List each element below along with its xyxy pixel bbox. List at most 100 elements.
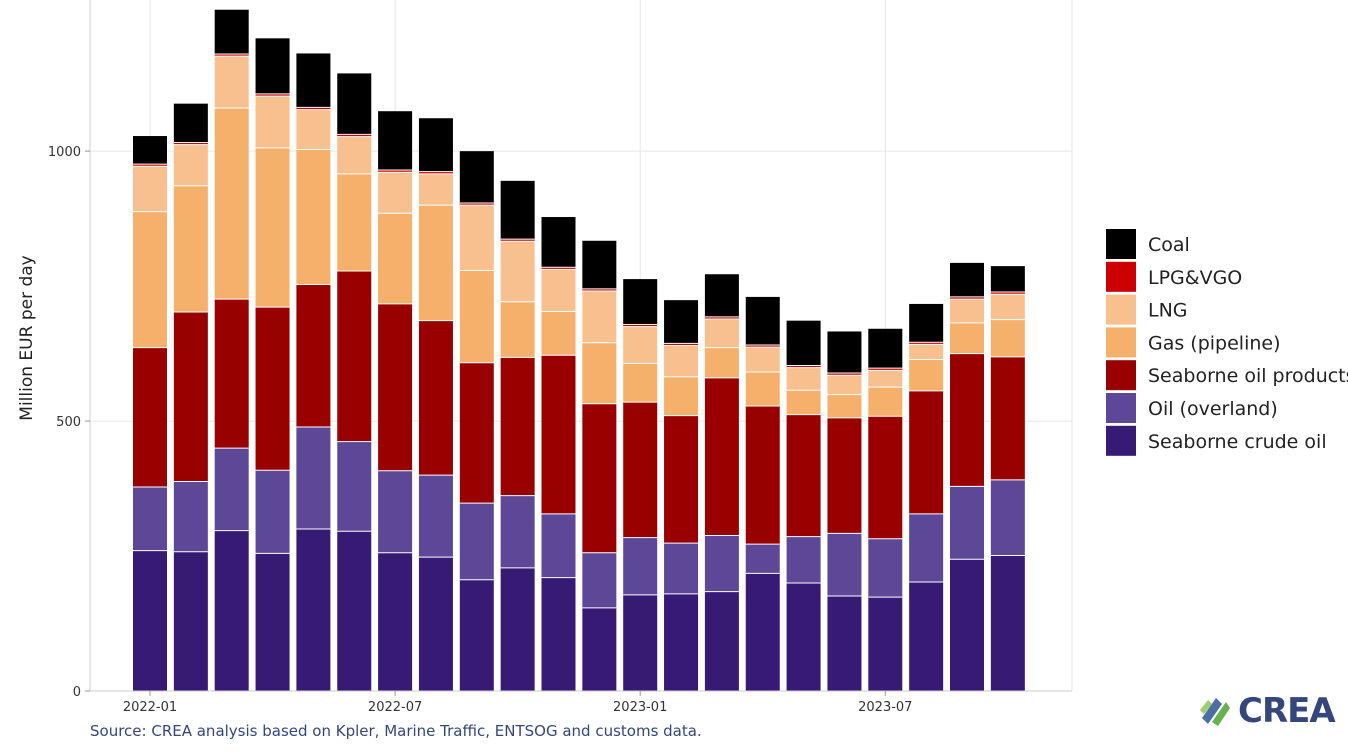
bar-lng-2022-03: [214, 56, 249, 108]
bar-lng-2023-01: [623, 326, 658, 364]
bar-seaborne-oil-products-2023-06: [827, 417, 862, 534]
legend-item-oil-overland-: Oil (overland): [1106, 393, 1278, 423]
bar-lng-2023-06: [827, 375, 862, 395]
bar-seaborne-crude-oil-2022-10: [500, 567, 535, 691]
bar-gas-pipeline--2023-06: [827, 394, 862, 418]
legend-item-gas-pipeline-: Gas (pipeline): [1106, 327, 1281, 358]
bar-stack-2022-09: [459, 151, 494, 691]
bar-coal-2022-02: [173, 103, 208, 143]
bar-oil-overland--2022-01: [133, 486, 167, 551]
bar-lpg-vgo-2023-02: [664, 343, 699, 346]
bar-lpg-vgo-2022-05: [296, 107, 331, 110]
bar-seaborne-crude-oil-2022-05: [296, 529, 331, 691]
bar-oil-overland--2023-10: [990, 479, 1025, 556]
bar-lng-2022-06: [337, 136, 372, 174]
bar-coal-2022-06: [337, 73, 372, 135]
x-tick-label-2023-01: 2023-01: [613, 700, 667, 715]
bar-coal-2023-05: [786, 320, 821, 366]
bar-lng-2022-08: [418, 173, 453, 206]
bar-coal-2022-04: [255, 38, 290, 94]
bar-stack-2023-02: [664, 300, 699, 691]
bar-oil-overland--2023-09: [950, 486, 984, 560]
bar-lpg-vgo-2023-07: [868, 368, 903, 371]
bar-stack-2023-01: [623, 279, 658, 691]
crea-logo-icon: [1200, 698, 1230, 726]
crea-logo: CREA: [1198, 694, 1336, 728]
bar-seaborne-crude-oil-2022-09: [459, 579, 494, 691]
bar-coal-2022-09: [459, 151, 494, 203]
bar-coal-2023-09: [950, 262, 984, 297]
bar-lng-2023-02: [664, 345, 699, 377]
bar-seaborne-crude-oil-2023-01: [623, 594, 658, 691]
bar-gas-pipeline--2022-06: [337, 173, 372, 272]
bar-gas-pipeline--2022-09: [459, 270, 494, 363]
bar-coal-2022-11: [541, 217, 576, 268]
bar-lpg-vgo-2023-03: [704, 316, 739, 320]
bar-seaborne-oil-products-2023-05: [786, 414, 821, 537]
bar-seaborne-oil-products-2023-04: [745, 405, 780, 545]
bar-lng-2022-12: [582, 290, 617, 343]
bar-lpg-vgo-2022-01: [133, 164, 167, 167]
legend-label: Coal: [1148, 234, 1190, 256]
bar-lng-2023-05: [786, 367, 821, 391]
bar-gas-pipeline--2023-08: [909, 359, 944, 391]
bar-lng-2023-08: [909, 344, 944, 360]
bar-lpg-vgo-2022-09: [459, 202, 494, 206]
bar-gas-pipeline--2022-05: [296, 149, 331, 285]
bar-stack-2022-10: [500, 180, 535, 691]
bar-oil-overland--2023-02: [664, 543, 699, 594]
bar-coal-2022-05: [296, 53, 331, 108]
bar-gas-pipeline--2022-01: [133, 211, 167, 348]
bar-seaborne-oil-products-2022-05: [296, 284, 331, 428]
bar-lng-2022-10: [500, 241, 535, 302]
bar-seaborne-oil-products-2022-08: [418, 320, 453, 476]
bar-lpg-vgo-2023-01: [623, 324, 658, 327]
bar-lpg-vgo-2022-08: [418, 171, 453, 174]
bar-seaborne-crude-oil-2023-08: [909, 581, 944, 691]
bar-lpg-vgo-2023-05: [786, 365, 821, 368]
bar-seaborne-oil-products-2023-08: [909, 390, 944, 514]
legend-swatch: [1106, 425, 1136, 456]
legend-swatch: [1106, 294, 1136, 325]
legend-item-lng: LNG: [1106, 294, 1188, 325]
bars: [133, 9, 1025, 691]
bar-seaborne-oil-products-2022-12: [582, 403, 617, 553]
bar-seaborne-oil-products-2022-10: [500, 357, 535, 496]
bar-lpg-vgo-2023-08: [909, 342, 944, 345]
bar-oil-overland--2023-08: [909, 513, 944, 582]
bar-seaborne-crude-oil-2023-03: [704, 591, 739, 691]
bar-coal-2023-10: [990, 266, 1025, 293]
x-tick-label-2022-01: 2022-01: [123, 700, 177, 715]
bar-coal-2023-07: [868, 328, 903, 369]
bar-seaborne-oil-products-2023-10: [990, 356, 1025, 480]
bar-lpg-vgo-2022-11: [541, 267, 576, 270]
bar-stack-2022-06: [337, 73, 372, 691]
bar-lpg-vgo-2023-06: [827, 373, 862, 376]
bar-stack-2022-07: [378, 111, 413, 691]
bar-oil-overland--2023-05: [786, 536, 821, 584]
bar-lng-2022-09: [459, 205, 494, 271]
bar-gas-pipeline--2022-02: [173, 185, 208, 313]
legend-swatch: [1106, 393, 1136, 423]
bar-seaborne-oil-products-2022-04: [255, 307, 290, 471]
bar-stack-2023-04: [745, 296, 780, 691]
legend-label: Seaborne crude oil: [1148, 431, 1327, 453]
bar-coal-2023-08: [909, 303, 944, 343]
bar-coal-2023-01: [623, 279, 658, 325]
legend-label: Seaborne oil products: [1148, 365, 1348, 387]
legend-swatch: [1106, 327, 1136, 358]
legend-item-seaborne-oil-products: Seaborne oil products: [1106, 360, 1348, 391]
source-note: Source: CREA analysis based on Kpler, Ma…: [90, 722, 702, 740]
y-axis-title: Million EUR per day: [17, 255, 37, 420]
bar-gas-pipeline--2023-10: [990, 319, 1025, 357]
bar-seaborne-oil-products-2022-03: [214, 299, 249, 449]
bar-gas-pipeline--2022-10: [500, 301, 535, 358]
bar-stack-2022-04: [255, 38, 290, 691]
bar-oil-overland--2022-09: [459, 503, 494, 580]
bar-gas-pipeline--2023-01: [623, 363, 658, 403]
bar-stack-2023-08: [909, 303, 944, 691]
bar-lpg-vgo-2023-10: [990, 292, 1025, 295]
bar-oil-overland--2022-06: [337, 441, 372, 532]
bar-seaborne-crude-oil-2022-08: [418, 557, 453, 691]
